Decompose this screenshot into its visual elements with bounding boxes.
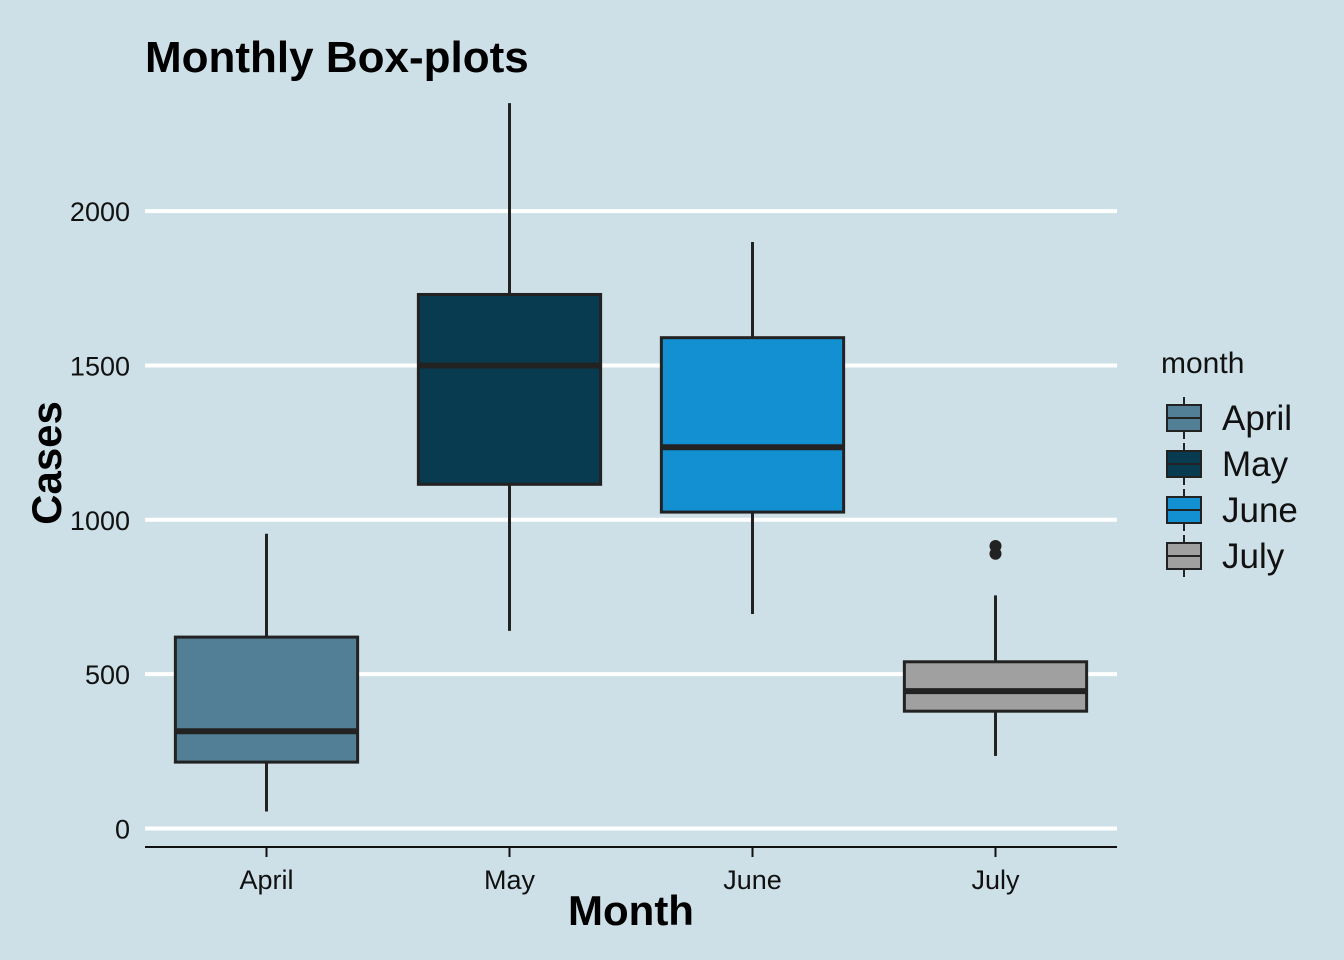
legend: month April May June July	[1161, 347, 1298, 577]
x-axis-title: Month	[568, 887, 694, 934]
box-body	[659, 336, 846, 514]
x-tick-label: July	[971, 865, 1020, 895]
y-axis-title: Cases	[23, 401, 70, 525]
y-axis-ticks: 0 500 1000 1500 2000	[70, 197, 130, 844]
legend-label: May	[1222, 445, 1289, 484]
box-body	[902, 660, 1089, 713]
y-tick-label: 0	[115, 814, 130, 844]
legend-item-may: May	[1166, 443, 1289, 485]
boxes	[173, 103, 1089, 812]
legend-item-june: June	[1166, 489, 1298, 531]
chart-title: Monthly Box-plots	[145, 33, 529, 82]
legend-item-april: April	[1166, 397, 1292, 439]
legend-label: July	[1222, 537, 1285, 576]
x-tick-label: April	[239, 865, 293, 895]
box-june	[659, 241, 846, 614]
legend-title: month	[1161, 347, 1244, 380]
box-body	[416, 292, 603, 486]
box-body	[173, 635, 360, 764]
box-april	[173, 533, 360, 812]
x-axis-ticks: April May June July	[239, 847, 1020, 895]
legend-label: April	[1222, 399, 1292, 438]
outlier-point	[989, 540, 1002, 553]
legend-label: June	[1222, 491, 1298, 530]
x-tick-label: May	[484, 865, 536, 895]
legend-item-july: July	[1166, 535, 1285, 577]
y-tick-label: 2000	[70, 197, 130, 227]
y-tick-label: 500	[85, 660, 130, 690]
box-july	[902, 540, 1089, 756]
x-tick-label: June	[723, 865, 782, 895]
box-may	[416, 103, 603, 631]
y-tick-label: 1000	[70, 506, 130, 536]
y-tick-label: 1500	[70, 351, 130, 381]
